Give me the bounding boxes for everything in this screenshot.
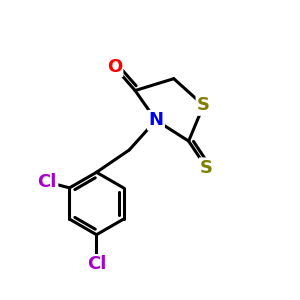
Text: Cl: Cl [87, 255, 106, 273]
Text: N: N [148, 111, 164, 129]
Text: Cl: Cl [38, 173, 57, 191]
Text: S: S [200, 159, 213, 177]
Text: S: S [197, 96, 210, 114]
Text: O: O [107, 58, 122, 76]
